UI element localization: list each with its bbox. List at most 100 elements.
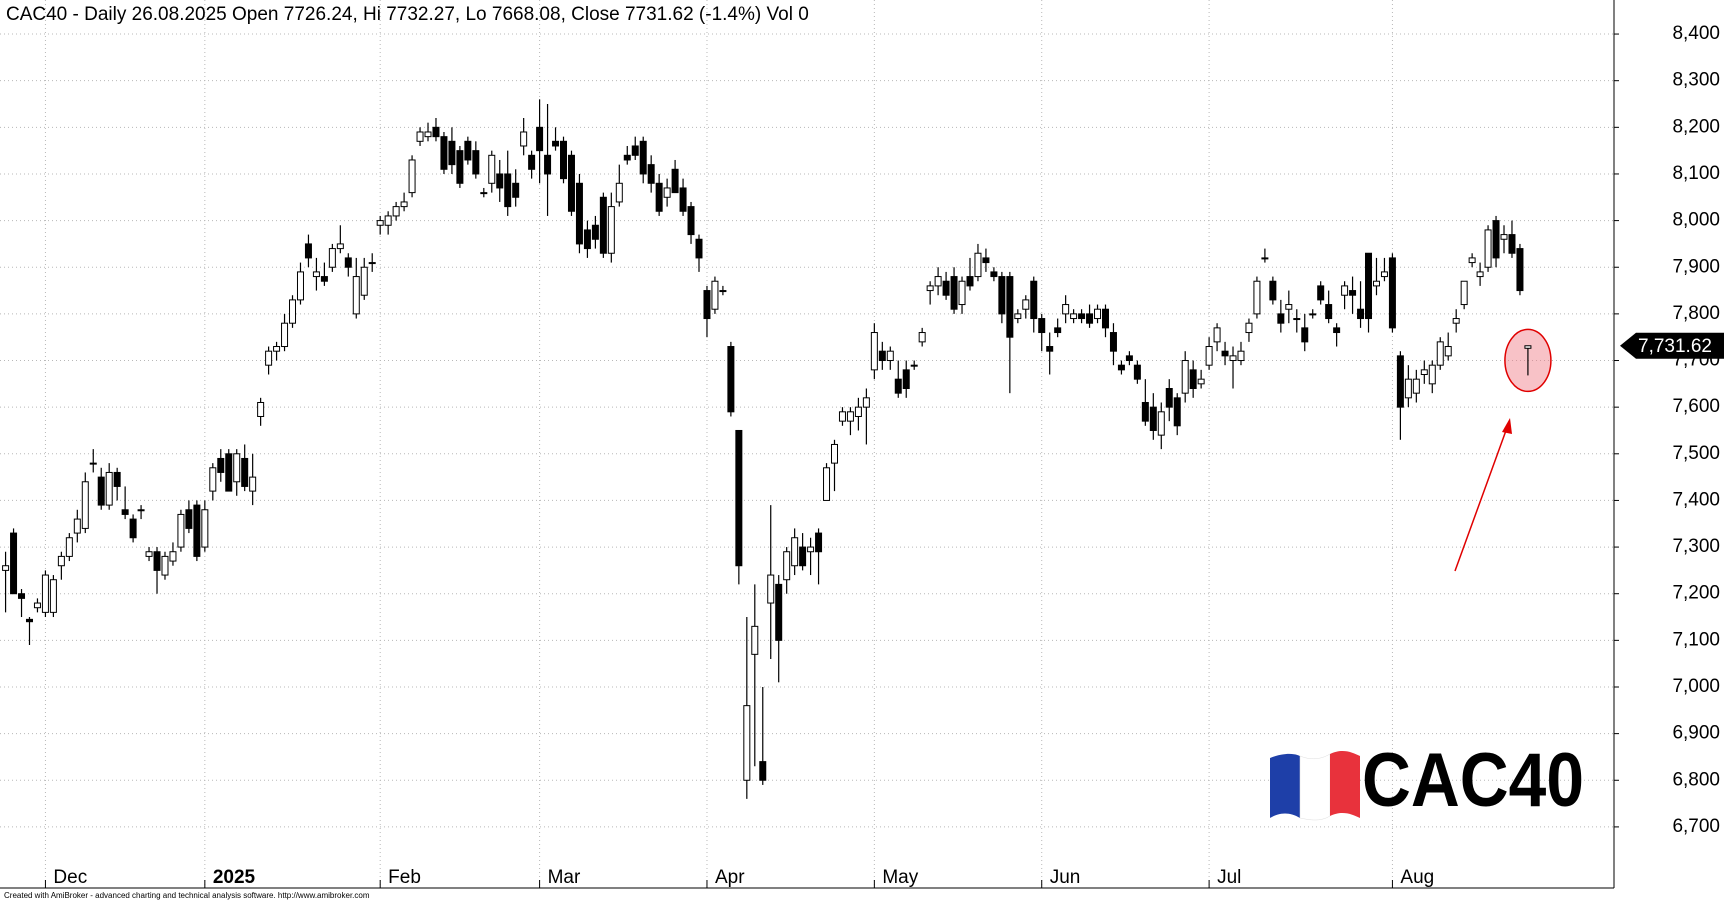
candle-body	[1388, 257, 1396, 329]
candle-body	[1516, 248, 1524, 292]
candle-body	[807, 546, 815, 553]
candle-body	[679, 187, 687, 212]
candle-body	[376, 220, 384, 226]
candle-body	[1468, 257, 1476, 264]
candle-body	[567, 154, 575, 212]
candle-body	[440, 136, 448, 170]
candle-body	[496, 173, 504, 189]
candle-body	[400, 201, 408, 208]
candle-body	[1508, 234, 1516, 254]
candle-body	[352, 276, 360, 315]
candle-body	[105, 471, 113, 506]
candle-body	[767, 574, 775, 604]
annotation-arrow	[1454, 424, 1509, 572]
candle-body	[775, 583, 783, 641]
candle-body	[902, 369, 910, 390]
candle-body	[233, 453, 241, 483]
candle-body	[894, 378, 902, 394]
candle-body	[990, 271, 998, 278]
candle-body	[1213, 327, 1221, 343]
candle-body	[416, 131, 424, 142]
y-tick-label: 8,200	[1672, 116, 1720, 137]
y-tick-label: 7,600	[1672, 396, 1720, 417]
flag-white	[1299, 753, 1331, 821]
candle-body	[97, 476, 105, 506]
candle-body	[727, 346, 735, 413]
candle-body	[1141, 401, 1149, 422]
candle-body	[1444, 346, 1452, 357]
candle-body	[759, 761, 767, 781]
candle-body	[1269, 280, 1277, 301]
candle-body	[1117, 364, 1125, 371]
chart-title: CAC40 - Daily 26.08.2025 Open 7726.24, H…	[6, 4, 809, 25]
candle-body	[615, 182, 623, 203]
candle-body	[145, 551, 153, 557]
candle-body	[1046, 346, 1054, 352]
candle-body	[854, 406, 862, 417]
y-tick-label: 8,100	[1672, 163, 1720, 184]
candle-body	[599, 196, 607, 254]
candle-body	[49, 579, 57, 613]
y-tick-label: 7,800	[1672, 303, 1720, 324]
candle-body	[942, 280, 950, 296]
candle-body	[1380, 271, 1388, 278]
candle-body	[177, 513, 185, 548]
x-tick-label: Jun	[1050, 867, 1081, 888]
candle-body	[791, 537, 799, 567]
grid	[0, 0, 1614, 888]
candle-body	[1221, 350, 1229, 357]
candle-body	[1078, 313, 1086, 320]
candle-body	[161, 555, 169, 576]
candle-body	[823, 467, 831, 501]
candle-body	[2, 565, 10, 571]
candle-body	[846, 411, 854, 422]
candle-body	[838, 411, 846, 422]
candle-body	[998, 276, 1006, 315]
candle-body	[1452, 318, 1460, 324]
candle-body	[456, 150, 464, 184]
candle-body	[1205, 346, 1213, 366]
candle-body	[41, 574, 49, 613]
candle-body	[695, 238, 703, 259]
candle-body	[520, 131, 528, 147]
candle-body	[1109, 332, 1117, 352]
y-tick-label: 6,800	[1672, 769, 1720, 790]
candle-body	[1349, 290, 1357, 296]
candle-body	[607, 206, 615, 254]
candle-body	[472, 150, 480, 175]
candle-body	[1101, 308, 1109, 329]
candle-body	[488, 154, 496, 184]
candle-body	[89, 462, 97, 465]
candle-body	[1197, 378, 1205, 385]
candle-body	[185, 509, 193, 529]
candle-body	[1492, 220, 1500, 259]
candle-body	[10, 532, 18, 595]
candle-body	[81, 481, 89, 529]
candle-body	[1030, 280, 1038, 320]
footer: Created with AmiBroker - advanced charti…	[4, 891, 370, 900]
x-tick-label: Jul	[1217, 867, 1241, 888]
candle-body	[711, 280, 719, 310]
candle-body	[273, 346, 281, 352]
logo-text: CAC40	[1362, 738, 1584, 823]
candle-body	[384, 215, 392, 226]
candle-body	[408, 159, 416, 194]
candle-body	[249, 476, 257, 492]
candle-body	[336, 243, 344, 250]
candle-body	[432, 126, 440, 138]
candle-body	[735, 429, 743, 567]
candle-body	[862, 397, 870, 408]
candle-body	[926, 285, 934, 292]
candle-body	[1341, 285, 1349, 296]
candle-body	[57, 555, 65, 567]
candle-body	[719, 290, 727, 293]
candle-body	[1277, 313, 1285, 324]
y-tick-label: 8,000	[1672, 210, 1720, 231]
candle-body	[320, 276, 328, 282]
candle-body	[304, 243, 312, 259]
candle-body	[1476, 271, 1484, 278]
candle-body	[815, 532, 823, 553]
candle-body	[281, 322, 289, 348]
